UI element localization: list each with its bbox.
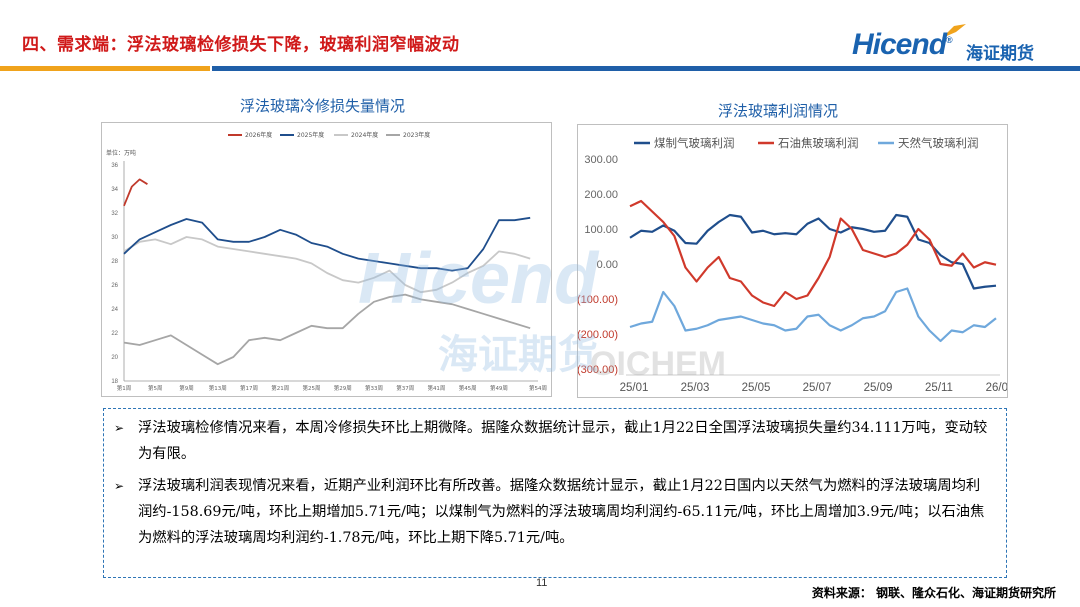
x-tick-label: 第13周 <box>209 384 227 392</box>
watermark-oichem: OICHEM <box>590 345 726 383</box>
page-number: 11 <box>536 577 548 589</box>
y-tick-label: 18 <box>111 379 118 385</box>
y-tick-label: (300.00) <box>578 364 618 376</box>
legend-label: 煤制气玻璃利润 <box>654 136 735 150</box>
header-divider-bar <box>0 66 1080 71</box>
x-tick-label: 第9周 <box>179 384 194 392</box>
right-chart-frame: 300.00 200.00 100.00 0.00 (100.00) (200.00) (3… <box>577 124 1014 398</box>
y-tick-label: 200.00 <box>584 189 618 201</box>
x-tick-label: 25/01 <box>620 382 649 394</box>
y-tick-label: (100.00) <box>578 294 618 306</box>
y-tick-label: 30 <box>111 235 118 241</box>
legend-label: 石油焦玻璃利润 <box>778 136 859 150</box>
logo-swoosh-icon <box>942 24 966 38</box>
logo-chinese-name: 海证期货 <box>966 44 1034 64</box>
glass-profit-chart: 300.00 200.00 100.00 0.00 (100.00) (200.00) (3… <box>577 136 1014 394</box>
y-unit-label: 单位：万吨 <box>106 149 136 157</box>
y-tick-label: 20 <box>111 355 118 361</box>
watermark-cn: 海证期货 <box>438 332 598 378</box>
series-line-石油焦玻璃利润 <box>629 199 997 308</box>
y-tick-label: 26 <box>111 283 118 289</box>
watermark-logo: Hicend <box>358 239 599 319</box>
x-tick-label: 第21周 <box>271 384 289 392</box>
legend-label: 2023年度 <box>403 131 430 139</box>
cold-repair-loss-chart: 单位：万吨 18 20 22 24 26 28 30 32 34 36 第1周 第5周 第9周 第13周 第1… <box>106 131 547 392</box>
legend-label: 天然气玻璃利润 <box>898 136 979 150</box>
y-tick-label: 300.00 <box>584 154 618 166</box>
company-logo: Hicend® 海证期货 <box>852 22 1062 66</box>
x-tick-label: 25/11 <box>925 382 953 394</box>
y-tick-label: 24 <box>111 307 118 313</box>
series-line-煤制气玻璃利润 <box>629 213 997 290</box>
x-tick-label: 第37周 <box>396 384 414 392</box>
series-line-2026年度 <box>123 178 148 207</box>
series-line-2024年度 <box>123 236 531 294</box>
x-tick-label: 25/07 <box>803 382 832 394</box>
y-tick-label: 28 <box>111 259 118 265</box>
x-tick-label: 26/01 <box>986 382 1007 394</box>
y-tick-label: 34 <box>111 187 118 193</box>
y-tick-label: (200.00) <box>578 329 618 341</box>
x-tick-label: 第5周 <box>148 384 163 392</box>
series-line-2025年度 <box>123 216 531 272</box>
x-tick-label: 第45周 <box>459 384 477 392</box>
bullet-arrow-icon: ➢ <box>114 421 125 435</box>
legend-label: 2024年度 <box>351 131 378 139</box>
right-chart-heading: 浮法玻璃利润情况 <box>718 102 839 120</box>
y-tick-label: 36 <box>111 163 118 169</box>
bullet-arrow-icon: ➢ <box>114 479 125 493</box>
x-tick-label: 25/09 <box>864 382 893 394</box>
legend-label: 2026年度 <box>245 131 272 139</box>
legend-label: 2025年度 <box>297 131 324 139</box>
left-chart-frame: 单位：万吨 18 20 22 24 26 28 30 32 34 36 第1周 第5周 第9周 第13周 第1… <box>101 122 552 397</box>
x-tick-label: 第49周 <box>490 384 508 392</box>
y-tick-label: 32 <box>111 211 118 217</box>
logo-wordmark: Hicend® <box>852 28 953 61</box>
x-tick-label: 第17周 <box>240 384 258 392</box>
series-line-2023年度 <box>123 293 531 366</box>
x-tick-label: 第54周 <box>529 384 547 392</box>
x-tick-label: 第1周 <box>117 384 132 392</box>
x-tick-label: 第41周 <box>427 384 445 392</box>
x-tick-label: 25/05 <box>742 382 771 394</box>
x-tick-label: 第33周 <box>365 384 383 392</box>
left-chart-heading: 浮法玻璃冷修损失量情况 <box>240 97 406 115</box>
slide-title: 四、需求端：浮法玻璃检修损失下降，玻璃利润窄幅波动 <box>22 35 460 55</box>
x-tick-label: 第25周 <box>302 384 320 392</box>
x-tick-label: 第29周 <box>334 384 352 392</box>
data-source: 资料来源： 钢联、隆众石化、海证期货研究所 <box>811 586 1056 600</box>
analysis-bullet: ➢ 浮法玻璃利润表现情况来看，近期产业利润环比有所改善。据隆众数据统计显示，截止… <box>114 473 994 551</box>
y-tick-label: 0.00 <box>597 259 618 271</box>
series-line-天然气玻璃利润 <box>629 287 997 343</box>
y-tick-label: 22 <box>111 331 118 337</box>
analysis-box: ➢ 浮法玻璃检修情况来看，本周冷修损失环比上期微降。据隆众数据统计显示，截止1月… <box>103 408 1007 578</box>
y-tick-label: 100.00 <box>584 224 618 236</box>
analysis-bullet: ➢ 浮法玻璃检修情况来看，本周冷修损失环比上期微降。据隆众数据统计显示，截止1月… <box>114 415 994 467</box>
x-tick-label: 25/03 <box>681 382 710 394</box>
